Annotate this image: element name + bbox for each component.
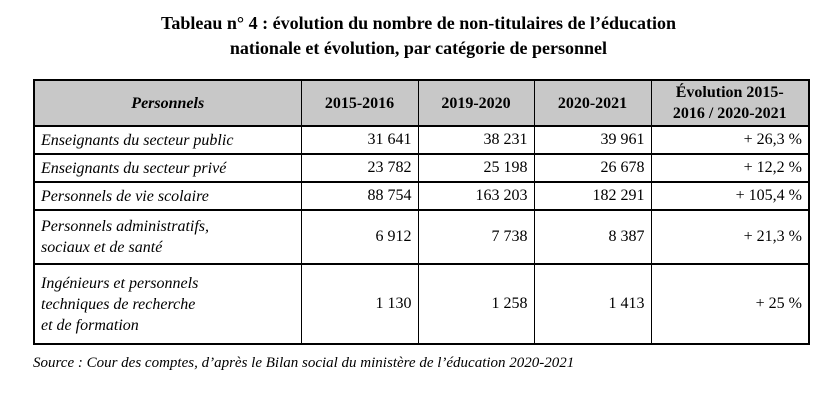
value-cell-2020: 26 678 [533, 153, 652, 183]
value-cell-2020: 1 413 [533, 263, 652, 345]
evolution-cell: + 21,3 % [650, 209, 810, 265]
table-row: Personnels de vie scolaire 88 754 163 20… [33, 181, 810, 211]
header-personnels: Personnels [33, 79, 302, 127]
table-row: Enseignants du secteur public 31 641 38 … [33, 125, 810, 155]
row-label-cell: Enseignants du secteur public [33, 125, 302, 155]
evolution-cell: + 12,2 % [650, 153, 810, 183]
value-cell-2020: 182 291 [533, 181, 652, 211]
value-cell-2019: 1 258 [417, 263, 535, 345]
value-cell-2020: 8 387 [533, 209, 652, 265]
table-row: Enseignants du secteur privé 23 782 25 1… [33, 153, 810, 183]
table-row: Ingénieurs et personnels techniques de r… [33, 263, 810, 345]
header-2015-2016: 2015-2016 [300, 79, 419, 127]
row-label-cell: Personnels administratifs, sociaux et de… [33, 209, 302, 265]
value-cell-2015: 88 754 [300, 181, 419, 211]
header-2020-2021: 2020-2021 [533, 79, 652, 127]
table-title: Tableau n° 4 : évolution du nombre de no… [161, 13, 676, 58]
value-cell-2015: 6 912 [300, 209, 419, 265]
row-label-cell: Personnels de vie scolaire [33, 181, 302, 211]
evolution-cell: + 25 % [650, 263, 810, 345]
row-label-cell: Enseignants du secteur privé [33, 153, 302, 183]
value-cell-2020: 39 961 [533, 125, 652, 155]
evolution-cell: + 26,3 % [650, 125, 810, 155]
header-row: Personnels 2015-2016 2019-2020 2020-2021… [33, 79, 810, 127]
personnel-table: Personnels 2015-2016 2019-2020 2020-2021… [33, 79, 810, 345]
header-evolution: Évolution 2015- 2016 / 2020-2021 [650, 79, 810, 127]
header-2019-2020: 2019-2020 [417, 79, 535, 127]
table-row: Personnels administratifs, sociaux et de… [33, 209, 810, 265]
value-cell-2015: 23 782 [300, 153, 419, 183]
row-label-cell: Ingénieurs et personnels techniques de r… [33, 263, 302, 345]
value-cell-2019: 25 198 [417, 153, 535, 183]
source-note: Source : Cour des comptes, d’après le Bi… [33, 355, 575, 371]
value-cell-2015: 31 641 [300, 125, 419, 155]
value-cell-2019: 7 738 [417, 209, 535, 265]
value-cell-2019: 38 231 [417, 125, 535, 155]
value-cell-2019: 163 203 [417, 181, 535, 211]
evolution-cell: + 105,4 % [650, 181, 810, 211]
value-cell-2015: 1 130 [300, 263, 419, 345]
